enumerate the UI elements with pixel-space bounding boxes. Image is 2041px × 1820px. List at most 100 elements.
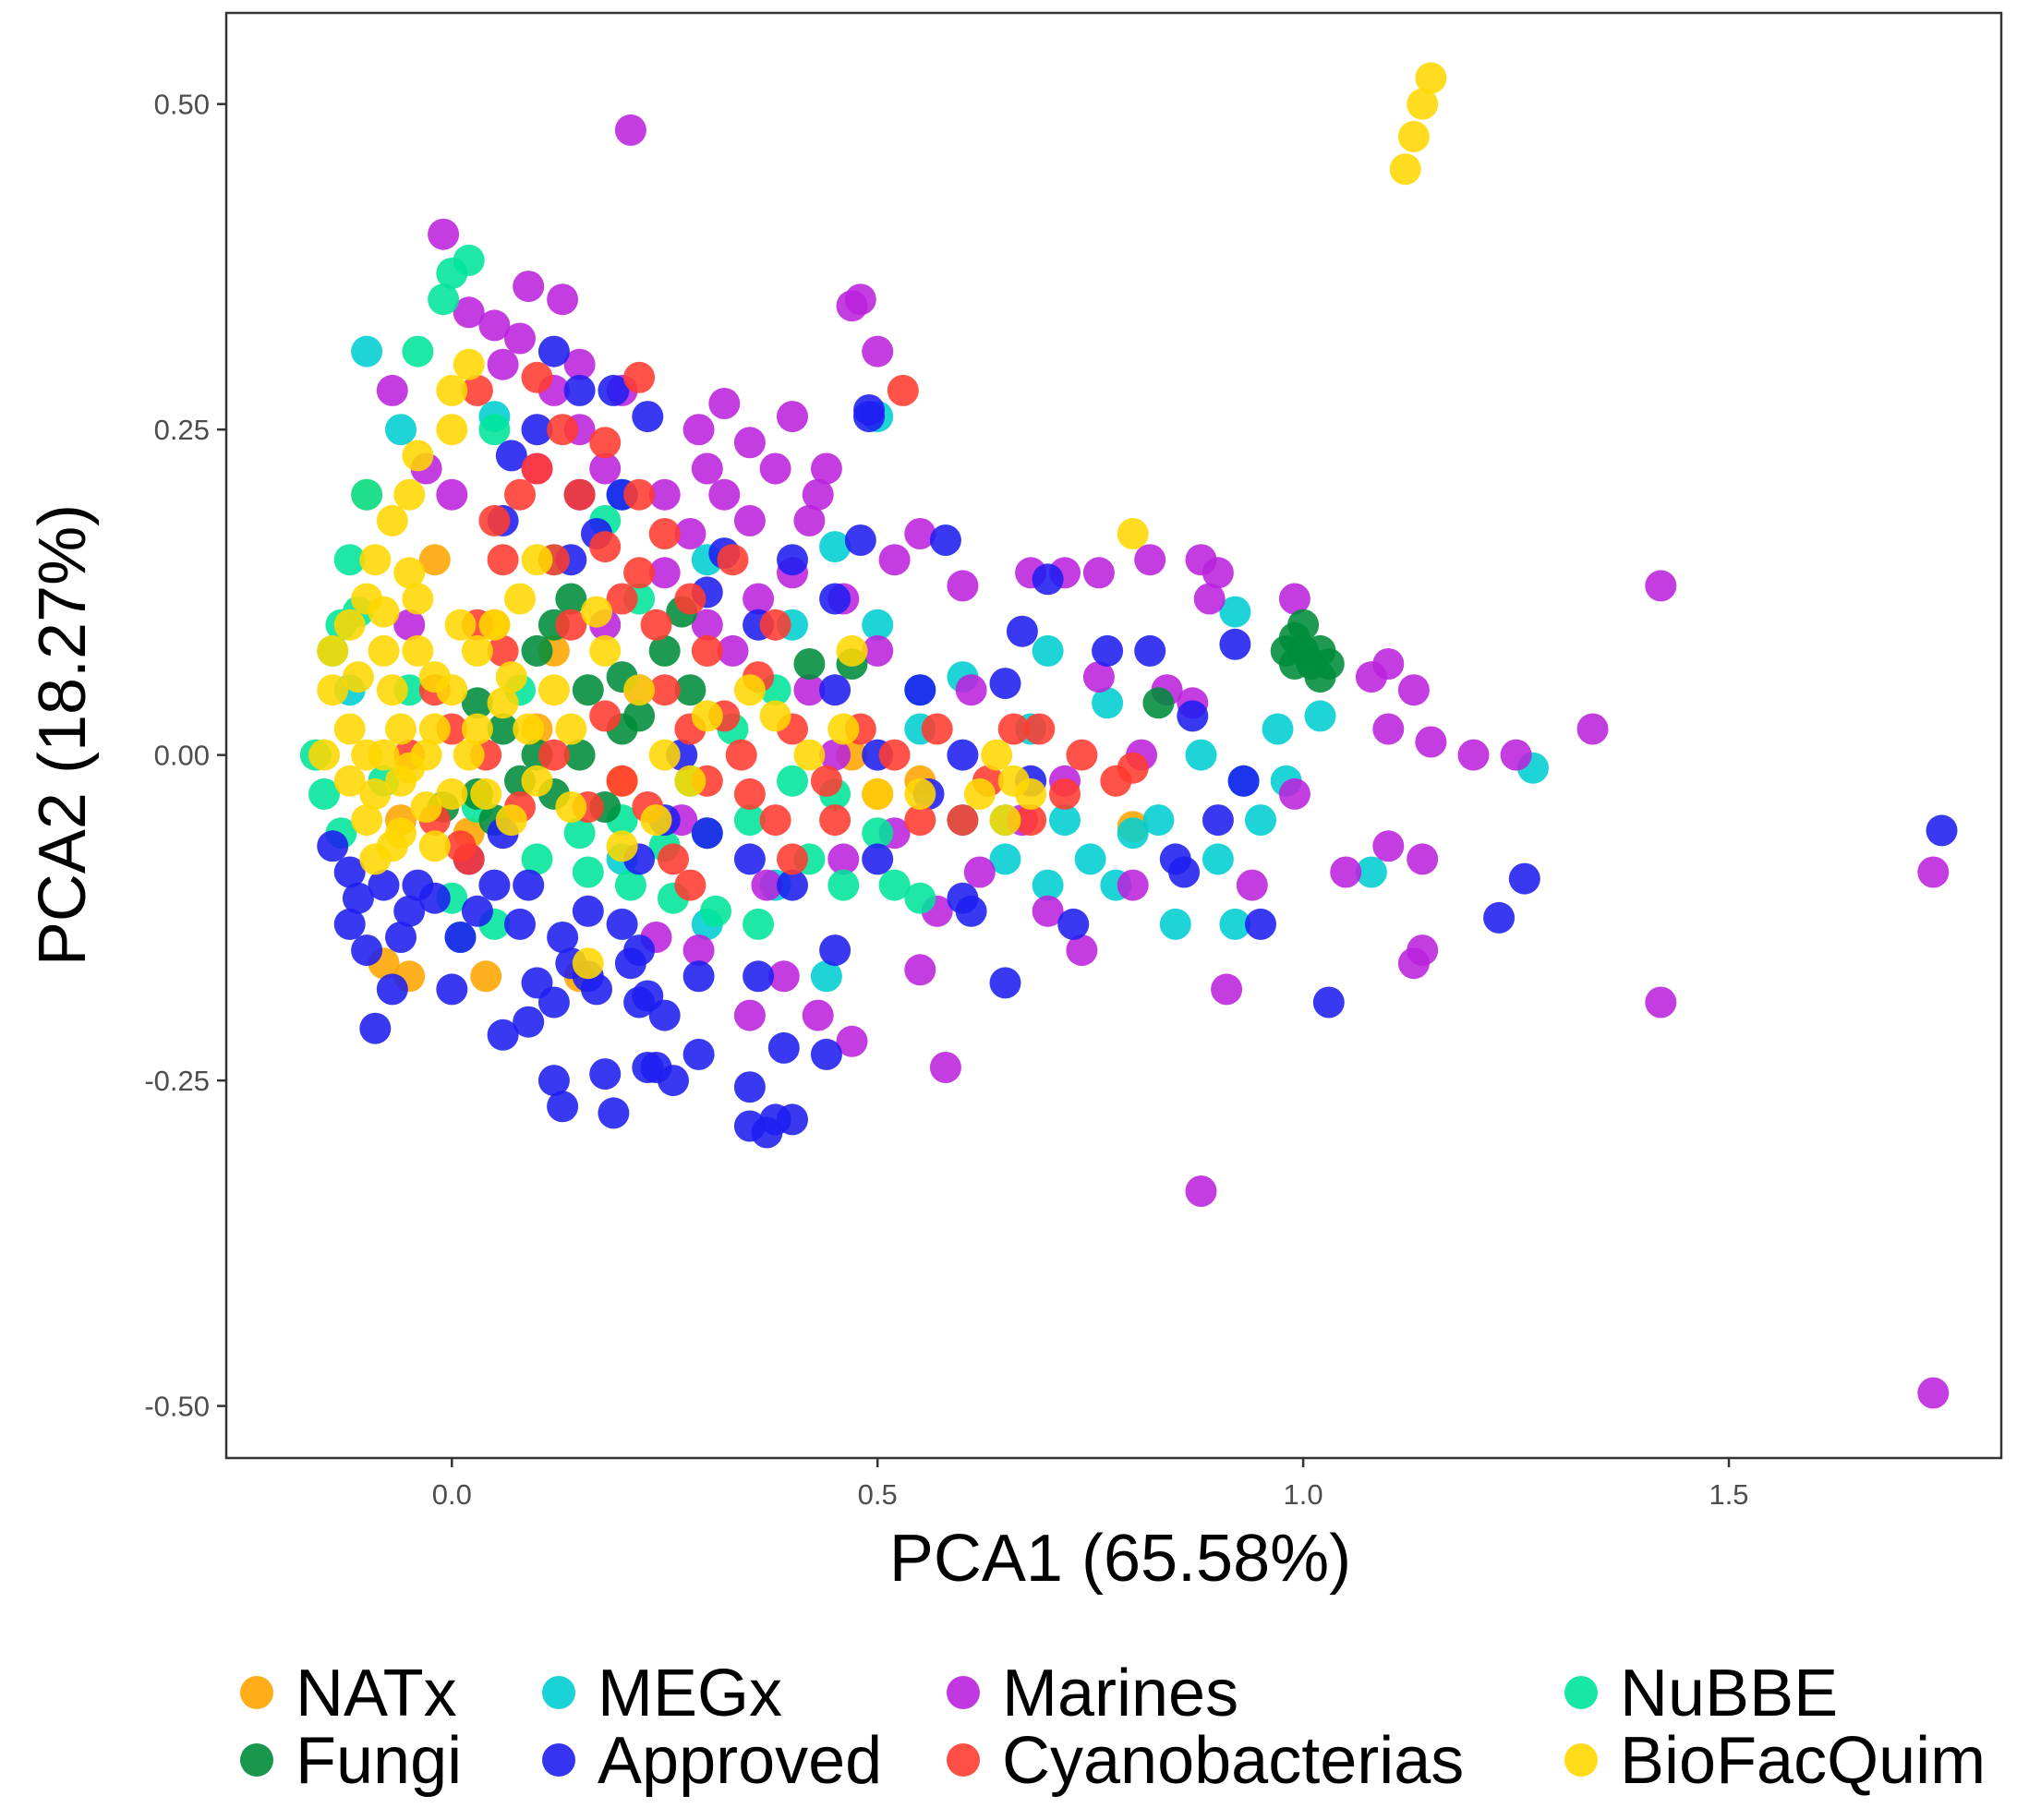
data-point bbox=[368, 596, 400, 628]
data-point bbox=[1117, 869, 1149, 901]
data-point bbox=[793, 674, 826, 706]
data-point bbox=[1330, 856, 1362, 888]
data-point bbox=[989, 967, 1021, 999]
data-point bbox=[648, 478, 681, 511]
data-point bbox=[513, 869, 545, 901]
data-point bbox=[1372, 648, 1405, 680]
data-point bbox=[547, 283, 579, 316]
data-point bbox=[733, 674, 766, 706]
data-point bbox=[759, 700, 791, 732]
data-point bbox=[1407, 934, 1439, 967]
data-point bbox=[648, 674, 681, 706]
data-point bbox=[1278, 583, 1310, 615]
data-point bbox=[436, 374, 468, 406]
data-point bbox=[777, 765, 808, 797]
data-point bbox=[495, 440, 527, 472]
data-point bbox=[1117, 752, 1149, 784]
data-point bbox=[1397, 674, 1430, 706]
data-point bbox=[470, 960, 502, 993]
data-point bbox=[743, 960, 775, 993]
data-point bbox=[589, 700, 622, 732]
data-point bbox=[547, 414, 579, 446]
data-point bbox=[359, 777, 392, 810]
legend-label: MEGx bbox=[598, 1657, 782, 1730]
data-point bbox=[717, 634, 749, 667]
data-point bbox=[376, 504, 408, 536]
data-point bbox=[1177, 700, 1209, 732]
data-point bbox=[589, 531, 622, 563]
legend-item-biofacquim: BioFacQuim bbox=[1564, 1724, 1986, 1798]
data-point bbox=[878, 739, 911, 771]
data-point bbox=[819, 739, 851, 771]
data-point bbox=[478, 869, 511, 901]
data-point bbox=[537, 739, 570, 771]
legend-key bbox=[542, 1676, 575, 1709]
data-point bbox=[1202, 843, 1234, 875]
data-point bbox=[359, 1012, 392, 1044]
y-tick-label: -0.50 bbox=[144, 1391, 210, 1423]
data-point bbox=[648, 557, 681, 589]
series-marines bbox=[376, 114, 1950, 1409]
data-point bbox=[351, 335, 383, 368]
data-point bbox=[614, 114, 646, 146]
legend-item-natx: NATx bbox=[240, 1657, 457, 1730]
data-point bbox=[614, 869, 646, 901]
data-point bbox=[333, 713, 366, 745]
data-point bbox=[904, 804, 936, 837]
data-point bbox=[418, 661, 451, 693]
data-point bbox=[606, 908, 638, 940]
data-point bbox=[777, 843, 808, 875]
data-point bbox=[1312, 986, 1345, 1018]
data-point bbox=[1645, 570, 1677, 602]
data-point bbox=[385, 765, 417, 797]
data-point bbox=[393, 478, 426, 511]
x-tick-label: 1.0 bbox=[1284, 1478, 1323, 1511]
data-point bbox=[444, 609, 477, 641]
data-point bbox=[1032, 869, 1064, 901]
data-point bbox=[767, 1031, 800, 1064]
data-point bbox=[777, 401, 808, 433]
legend-item-approved: Approved bbox=[542, 1724, 882, 1798]
data-point bbox=[733, 804, 766, 837]
data-point bbox=[393, 609, 426, 641]
data-point bbox=[317, 830, 349, 862]
data-point bbox=[470, 777, 502, 810]
data-point bbox=[1917, 1377, 1950, 1409]
data-point bbox=[904, 518, 936, 549]
legend-key bbox=[1564, 1743, 1598, 1777]
data-point bbox=[1193, 583, 1226, 615]
data-point bbox=[436, 414, 468, 446]
legend-item-marines: Marines bbox=[947, 1657, 1238, 1730]
data-point bbox=[878, 869, 911, 901]
data-point bbox=[1092, 687, 1124, 719]
data-point bbox=[827, 713, 860, 745]
data-point bbox=[563, 817, 596, 850]
data-point bbox=[547, 1091, 579, 1123]
data-point bbox=[955, 895, 987, 927]
data-point bbox=[708, 478, 741, 511]
legend-key bbox=[240, 1676, 273, 1709]
legend-label: Approved bbox=[598, 1724, 882, 1798]
data-point bbox=[921, 713, 953, 745]
data-point bbox=[1407, 88, 1439, 120]
data-point bbox=[1415, 726, 1447, 758]
data-point bbox=[725, 739, 757, 771]
data-point bbox=[436, 777, 468, 810]
data-point bbox=[572, 856, 604, 888]
data-point bbox=[1219, 908, 1251, 940]
data-point bbox=[878, 544, 911, 576]
legend-label: NuBBE bbox=[1620, 1657, 1838, 1730]
data-point bbox=[563, 739, 596, 771]
data-point bbox=[810, 960, 842, 993]
y-tick-label: 0.50 bbox=[154, 89, 210, 121]
data-point bbox=[351, 804, 383, 837]
data-point bbox=[563, 374, 596, 406]
data-point bbox=[521, 414, 553, 446]
data-point bbox=[333, 856, 366, 888]
data-point bbox=[453, 244, 485, 276]
data-point bbox=[997, 713, 1030, 745]
data-point bbox=[1185, 739, 1217, 771]
points-layer bbox=[299, 62, 1958, 1409]
data-point bbox=[1032, 634, 1064, 667]
data-point bbox=[563, 348, 596, 380]
